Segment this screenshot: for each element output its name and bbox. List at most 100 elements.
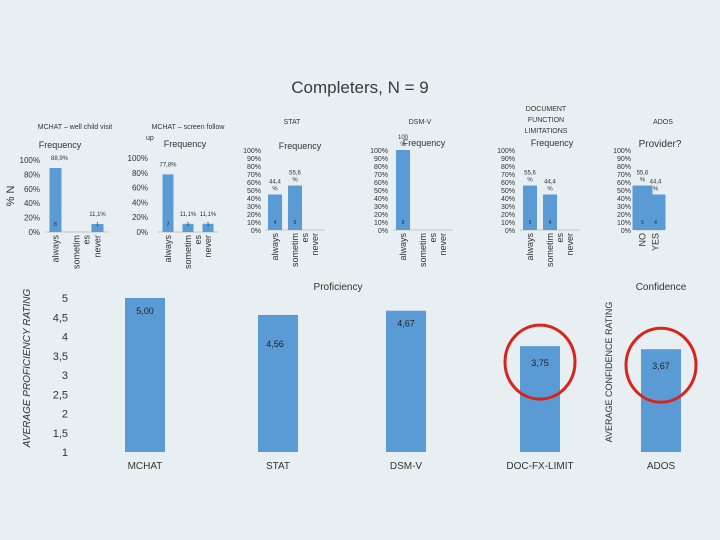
y-tick-label: 100%	[20, 156, 40, 165]
data-label: 4,67	[397, 319, 415, 329]
bar	[91, 224, 104, 232]
x-tick-label: sometimes	[183, 235, 203, 270]
chart-title: Confidence	[636, 282, 687, 293]
x-tick-label: DSM-V	[390, 461, 423, 472]
y-tick-label: 30%	[501, 204, 515, 211]
bar	[162, 174, 174, 232]
y-tick-label: 0%	[621, 228, 631, 235]
y-tick-label: 60%	[247, 180, 261, 187]
y-tick-label: 0%	[251, 228, 261, 235]
chart-proficiency: Proficiency 5 4,5 4 3,5 3 2,5 2 1,5 1 5,00 MCHAT 4,5…	[53, 282, 426, 472]
y-tick-label: 10%	[247, 220, 261, 227]
data-label: %	[292, 178, 298, 184]
y-tick-label: 80%	[247, 164, 261, 171]
y-tick-label: 60%	[501, 180, 515, 187]
highlight-circle	[624, 326, 698, 404]
x-tick-label: YES	[651, 233, 661, 251]
y-tick-label: 20%	[501, 212, 515, 219]
chart-mchat-screen: MCHAT – screen follow up Frequency 100% 80% 6…	[128, 124, 226, 269]
data-label: 11,1%	[180, 212, 197, 218]
highlight-circle	[503, 323, 577, 401]
y-tick-label: 3,5	[53, 351, 68, 363]
y-tick-label: 40%	[132, 198, 148, 207]
y-tick-label: 80%	[24, 170, 40, 179]
panel-title: ADOS	[653, 119, 673, 126]
bar	[202, 223, 214, 232]
y-tick-label: 80%	[501, 164, 515, 171]
x-tick-label: sometimes	[545, 233, 565, 268]
data-label: 55,6	[637, 171, 649, 177]
panel-title: FUNCTION	[528, 117, 564, 124]
panel-title: up	[146, 135, 154, 142]
data-label: %	[547, 186, 553, 192]
x-tick-label: sometimes	[418, 233, 438, 268]
y-tick-label: 4,5	[53, 312, 68, 324]
x-tick-label: never	[565, 233, 575, 256]
x-tick-label: always	[163, 235, 173, 263]
y-tick-label: 70%	[501, 172, 515, 179]
x-tick-label: always	[525, 233, 535, 261]
count-label: 1	[96, 222, 99, 228]
chart-stat: STATFrequency100%90%80%70%60%50%40%30%20…	[243, 119, 325, 267]
y-tick-label: 50%	[501, 188, 515, 195]
data-label: 44,4	[544, 179, 556, 185]
bar	[645, 194, 666, 230]
y-tick-label: 1,5	[53, 428, 68, 440]
x-tick-label: sometimes	[290, 233, 310, 268]
y-tick-label: 50%	[617, 188, 631, 195]
y-tick-label: 30%	[617, 204, 631, 211]
y-tick-label: 2,5	[53, 389, 68, 401]
y-tick-label: 40%	[617, 196, 631, 203]
count-label: 5	[641, 220, 644, 226]
y-tick-label: 90%	[501, 156, 515, 163]
y-tick-label: 40%	[247, 196, 261, 203]
panel-title: DOCUMENT	[526, 106, 567, 113]
y-tick-label: 80%	[617, 164, 631, 171]
count-label: 1	[207, 222, 210, 228]
bar	[182, 223, 194, 232]
y-tick-label: 40%	[501, 196, 515, 203]
count-label: 7	[167, 222, 170, 228]
bar	[125, 298, 165, 452]
y-tick-label: 20%	[617, 212, 631, 219]
y-tick-label: 0%	[505, 228, 515, 235]
y-tick-label: 90%	[247, 156, 261, 163]
data-label: %	[527, 178, 533, 184]
x-tick-label: DOC-FX-LIMIT	[506, 461, 573, 472]
y-tick-label: 50%	[374, 188, 388, 195]
y-tick-label: 10%	[501, 220, 515, 227]
y-tick-label: 3	[62, 370, 68, 382]
y-tick-label: 0%	[28, 228, 40, 237]
y-tick-label: 90%	[617, 156, 631, 163]
bar	[268, 194, 282, 230]
y-tick-label: 60%	[617, 180, 631, 187]
data-label: 5,00	[136, 306, 154, 316]
y-tick-label: 100%	[613, 148, 631, 155]
data-label: 3,67	[652, 361, 670, 371]
data-label: %	[400, 142, 406, 148]
y-tick-label: 1	[62, 447, 68, 459]
x-tick-label: never	[203, 235, 213, 258]
chart-ados: ADOSProvider?100%90%80%70%60%50%40%30%20…	[613, 119, 682, 251]
chart-title: Frequency	[279, 141, 322, 151]
y-tick-label: 100%	[497, 148, 515, 155]
pct-n-axis-label: % N	[5, 186, 17, 207]
bar	[49, 167, 62, 232]
y-tick-label: 100%	[370, 148, 388, 155]
chart-title: Frequency	[39, 140, 82, 150]
x-tick-label: sometimes	[72, 235, 92, 270]
y-tick-label: 0%	[378, 228, 388, 235]
count-label: 5	[529, 220, 532, 226]
chart-title: Frequency	[531, 138, 574, 148]
data-label: 55,6	[289, 171, 301, 177]
avg-proficiency-axis-label: AVERAGE PROFICIENCY RATING	[22, 289, 33, 449]
x-tick-label: always	[398, 233, 408, 261]
avg-confidence-axis-label: AVERAGE CONFIDENCE RATING	[604, 302, 614, 443]
y-tick-label: 5	[62, 293, 68, 305]
bar	[523, 185, 537, 230]
count-label: 1	[187, 222, 190, 228]
data-label: 88,9%	[51, 156, 69, 162]
data-label: 44,4	[650, 179, 662, 185]
y-tick-label: 60%	[24, 185, 40, 194]
